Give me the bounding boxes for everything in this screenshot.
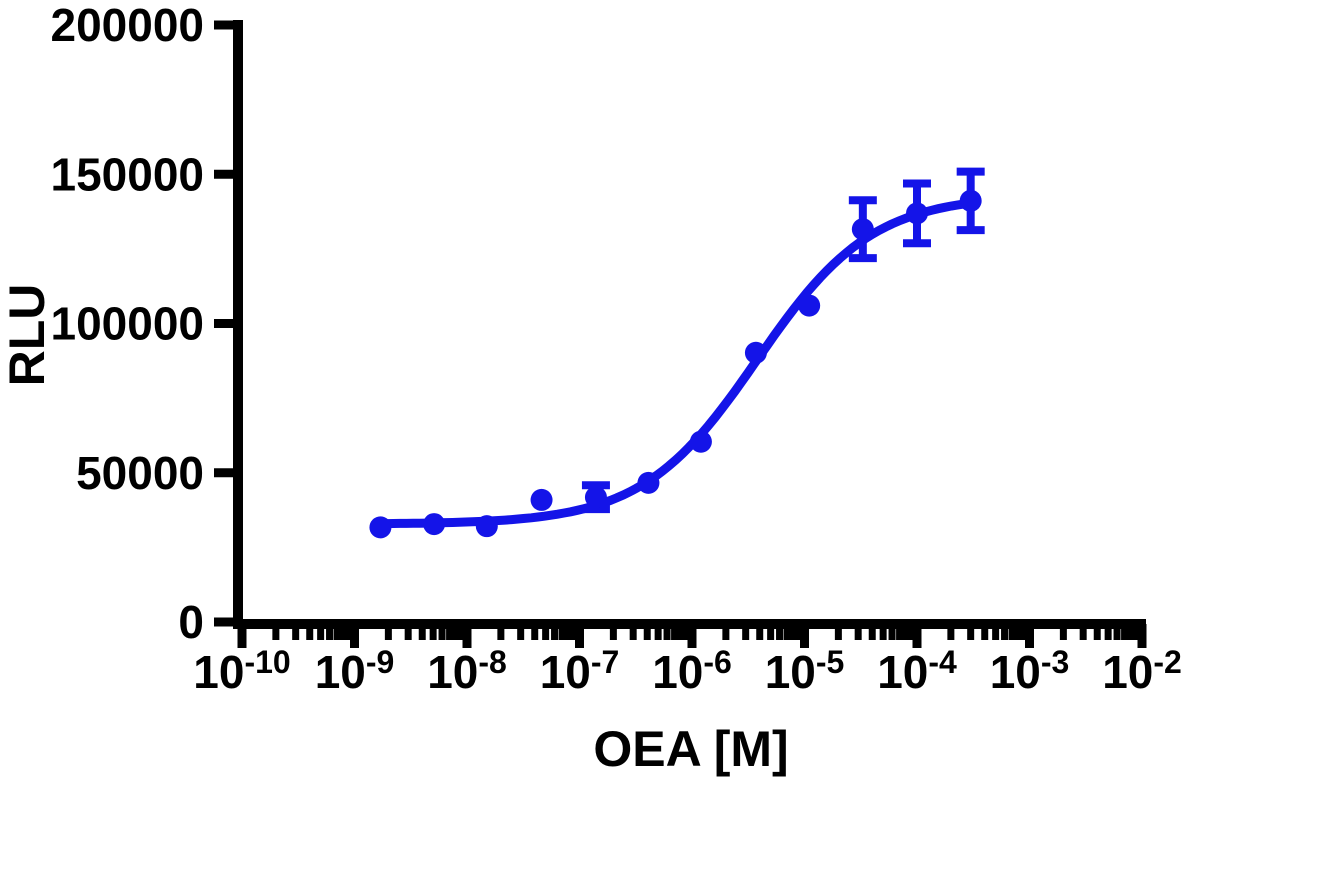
x-tick-label: 10-4	[877, 644, 957, 698]
x-tick-label: 10-3	[990, 644, 1070, 698]
x-tick-label: 10-10	[193, 644, 290, 698]
axes	[233, 20, 1146, 629]
y-tick-label: 150000	[51, 148, 205, 200]
data-point	[369, 516, 392, 539]
fit-curve-layer	[375, 198, 976, 529]
data-point	[423, 513, 446, 536]
data-point	[851, 218, 874, 241]
y-tick-label: 50000	[76, 447, 204, 499]
data-point	[906, 202, 928, 225]
data-point	[744, 341, 767, 364]
x-tick-label: 10-5	[765, 644, 845, 698]
y-axis-ticks: 0 50000 100000 150000 200000	[51, 0, 239, 648]
y-axis-title: RLU	[0, 284, 55, 387]
x-tick-label: 10-6	[652, 644, 732, 698]
data-point	[798, 294, 821, 317]
x-tick-label: 10-7	[540, 644, 620, 698]
y-tick-label: 0	[178, 596, 204, 648]
x-tick-label: 10-8	[427, 644, 507, 698]
x-axis-title: OEA [M]	[593, 721, 788, 777]
y-tick-label: 200000	[51, 0, 205, 51]
data-point	[584, 486, 607, 509]
data-series-layer	[369, 167, 985, 539]
data-point	[689, 430, 712, 453]
x-tick-label: 10-9	[315, 644, 395, 698]
data-point	[959, 189, 982, 212]
fit-curve	[375, 198, 976, 529]
data-point	[637, 471, 660, 494]
data-point	[530, 488, 553, 511]
y-tick-label: 100000	[51, 298, 205, 350]
x-tick-label: 10-2	[1102, 644, 1182, 698]
data-point	[475, 515, 498, 538]
x-axis-ticks: 10-10 10-9 10-8 10-7 10-6 10-5 10-4 10-3 10-2	[193, 624, 1182, 698]
